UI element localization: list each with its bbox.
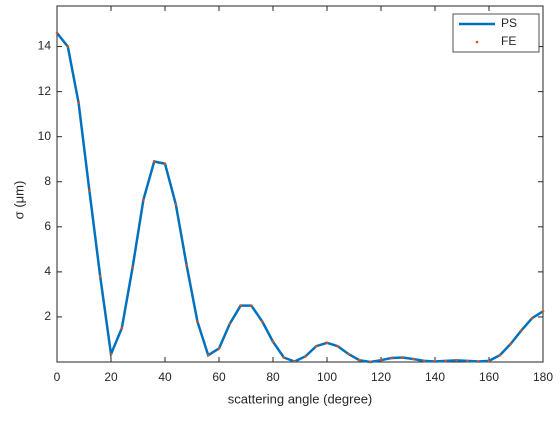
x-tick-label: 40 xyxy=(158,370,172,384)
y-tick-label: 8 xyxy=(44,174,51,188)
legend-swatch xyxy=(475,40,479,44)
series-point xyxy=(358,358,361,362)
legend-box xyxy=(452,13,540,53)
series-point xyxy=(541,310,545,313)
x-tick-label: 120 xyxy=(371,370,391,384)
series-point xyxy=(131,266,134,269)
series-point xyxy=(520,329,523,332)
series-point xyxy=(433,360,437,363)
legend: PS FE xyxy=(452,13,540,53)
y-tick-label: 14 xyxy=(38,39,52,53)
series-point xyxy=(250,304,253,307)
y-tick-label: 6 xyxy=(44,219,51,233)
x-tick-label: 100 xyxy=(317,370,337,384)
x-tick-label: 80 xyxy=(266,370,280,384)
series-point xyxy=(109,352,113,356)
series-point xyxy=(55,31,59,35)
series-point xyxy=(347,352,350,356)
series-point xyxy=(455,359,458,362)
series-point xyxy=(293,360,296,363)
series-point xyxy=(174,202,178,206)
series-point xyxy=(163,162,167,166)
series-point xyxy=(444,359,448,363)
series-point xyxy=(239,304,242,307)
series-point xyxy=(196,320,199,323)
series-point xyxy=(509,342,512,346)
legend-label: PS xyxy=(501,16,517,30)
series-point xyxy=(325,341,329,345)
y-axis-label: σ (μm) xyxy=(11,181,26,220)
y-tick-label: 2 xyxy=(44,309,51,323)
series-point xyxy=(304,355,307,358)
x-tick-label: 20 xyxy=(104,370,118,384)
x-tick-label: 160 xyxy=(479,370,499,384)
series-point xyxy=(401,356,404,359)
series-point xyxy=(271,340,275,344)
series-point xyxy=(282,356,286,359)
x-axis-label: scattering angle (degree) xyxy=(228,391,373,406)
series-point xyxy=(228,322,232,325)
plot-area xyxy=(56,5,544,363)
series-point xyxy=(412,357,415,361)
x-tick-label: 60 xyxy=(212,370,226,384)
series-point xyxy=(142,198,145,202)
series-point xyxy=(152,160,156,163)
series-point xyxy=(336,344,340,348)
x-tick-label: 140 xyxy=(425,370,445,384)
series-point xyxy=(476,360,480,363)
series-line xyxy=(56,32,544,364)
series-point xyxy=(77,101,80,105)
series-point xyxy=(260,320,264,323)
series-point xyxy=(422,359,426,363)
series-point xyxy=(314,344,318,348)
legend-label: FE xyxy=(501,34,516,48)
x-tick-label: 0 xyxy=(54,370,61,384)
series-point xyxy=(487,359,491,363)
series-point xyxy=(390,356,394,360)
series-point xyxy=(120,326,124,330)
series-point xyxy=(66,45,70,48)
series-point xyxy=(379,358,383,362)
y-tick-label: 10 xyxy=(38,129,52,143)
series-point xyxy=(498,353,502,357)
y-tick-label: 12 xyxy=(38,84,52,98)
series-point xyxy=(88,189,91,193)
series-point xyxy=(466,359,469,363)
series-point xyxy=(530,316,534,320)
y-tick-label: 4 xyxy=(44,264,51,278)
series-point xyxy=(368,360,372,364)
series-point xyxy=(98,275,102,278)
series-point xyxy=(217,347,221,350)
series-point xyxy=(185,263,188,267)
series-point xyxy=(206,353,210,357)
x-tick-label: 180 xyxy=(533,370,553,384)
